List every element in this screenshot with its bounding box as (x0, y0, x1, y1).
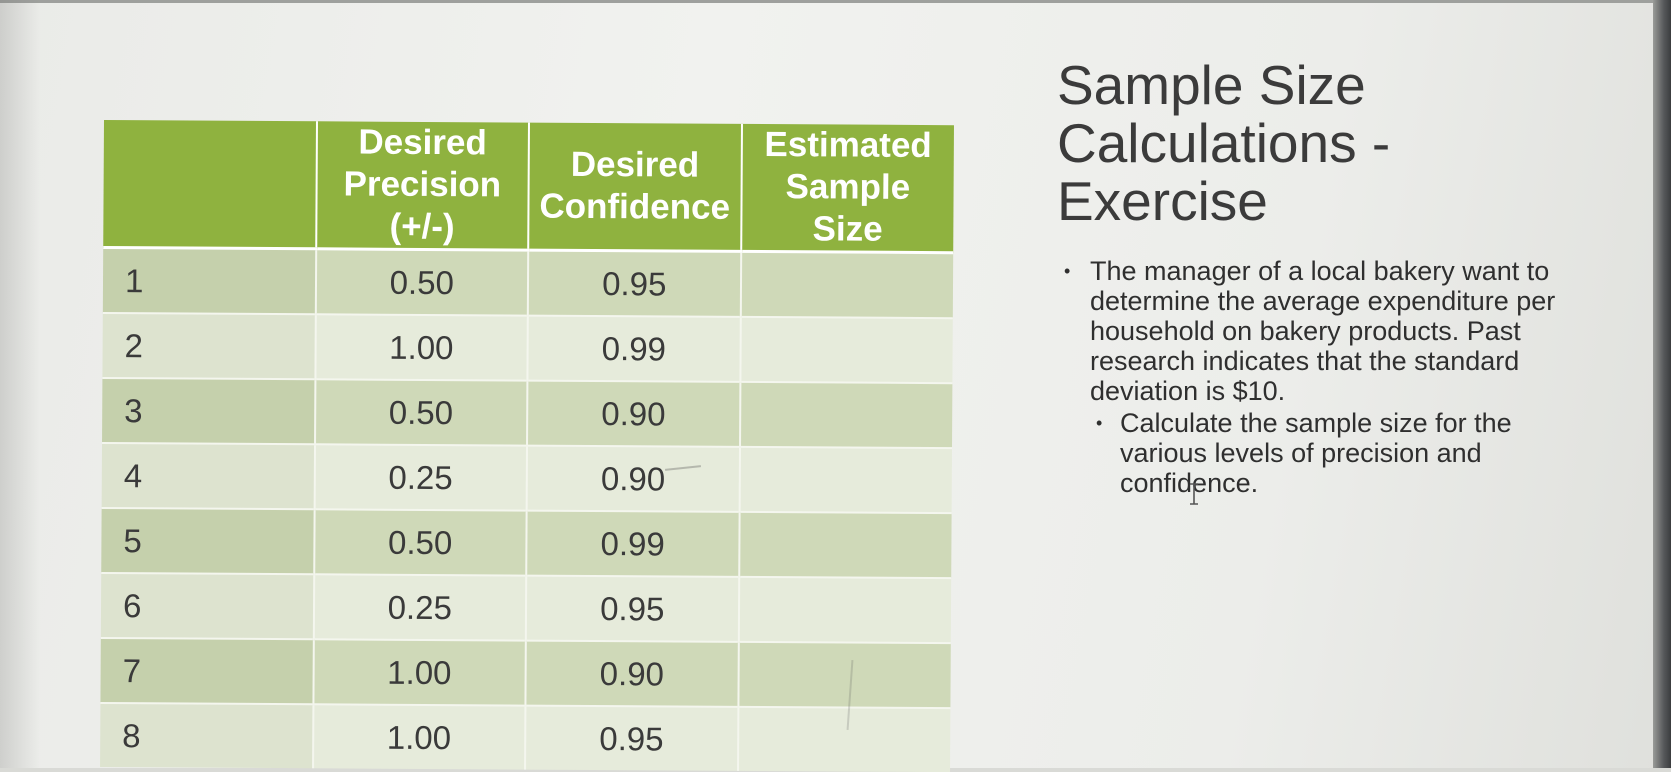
confidence-cell: 0.90 (525, 640, 739, 707)
confidence-cell: 0.90 (527, 380, 740, 447)
header-row-number (103, 120, 317, 249)
row-number: 4 (101, 442, 315, 510)
row-number: 2 (102, 312, 316, 380)
header-estimated-sample-size: Estimated Sample Size (740, 123, 954, 253)
confidence-cell: 0.95 (525, 705, 738, 771)
table-row: 8 1.00 0.95 (100, 702, 951, 772)
precision-cell: 0.50 (314, 379, 528, 446)
row-number: 3 (102, 377, 315, 445)
header-desired-confidence: Desired Confidence (528, 122, 742, 252)
precision-cell: 1.00 (312, 704, 526, 770)
confidence-cell: 0.95 (527, 250, 741, 317)
slide-edge-shadow (0, 0, 40, 768)
row-number: 8 (100, 702, 313, 769)
table-row: 6 0.25 0.95 (100, 572, 952, 644)
table-header-row: Desired Precision (+/-) Desired Confiden… (103, 120, 954, 253)
precision-cell: 1.00 (314, 314, 528, 381)
sample-size-cell (738, 576, 952, 644)
table-row: 5 0.50 0.99 (101, 507, 952, 579)
monitor-bezel-right (1653, 0, 1671, 768)
row-number: 1 (102, 247, 316, 315)
header-desired-precision: Desired Precision (+/-) (315, 121, 529, 251)
sample-size-cell (739, 446, 953, 514)
confidence-cell: 0.90 (526, 445, 740, 512)
text-cursor-icon (1190, 483, 1198, 505)
table-row: 4 0.25 0.90 (101, 442, 953, 514)
sample-size-cell (739, 381, 953, 449)
row-number: 6 (100, 572, 314, 640)
table-row: 2 1.00 0.99 (102, 312, 953, 384)
confidence-cell: 0.99 (526, 510, 740, 577)
sub-bullet-item: Calculate the sample size for the variou… (1058, 408, 1578, 498)
precision-cell: 1.00 (312, 639, 526, 706)
sample-size-cell (738, 511, 952, 579)
bullet-list: The manager of a local bakery want to de… (1058, 256, 1578, 498)
bullet-item: The manager of a local bakery want to de… (1058, 256, 1578, 406)
precision-cell: 0.25 (313, 574, 527, 641)
precision-cell: 0.25 (314, 444, 528, 511)
confidence-cell: 0.95 (525, 575, 739, 642)
table-row: 3 0.50 0.90 (102, 377, 953, 449)
sample-size-cell (737, 641, 951, 709)
precision-cell: 0.50 (315, 248, 529, 316)
monitor-bezel-top (0, 0, 1671, 3)
confidence-cell: 0.99 (527, 315, 741, 382)
sample-size-cell (737, 706, 951, 772)
table-row: 1 0.50 0.95 (102, 247, 954, 319)
precision-cell: 0.50 (313, 509, 527, 576)
sample-size-cell (739, 316, 953, 384)
table-row: 7 1.00 0.90 (100, 637, 951, 709)
sample-size-cell (740, 251, 954, 319)
sample-size-table: Desired Precision (+/-) Desired Confiden… (100, 120, 954, 772)
slide-title: Sample Size Calculations - Exercise (1057, 54, 1391, 232)
row-number: 5 (101, 507, 315, 575)
row-number: 7 (100, 637, 314, 705)
